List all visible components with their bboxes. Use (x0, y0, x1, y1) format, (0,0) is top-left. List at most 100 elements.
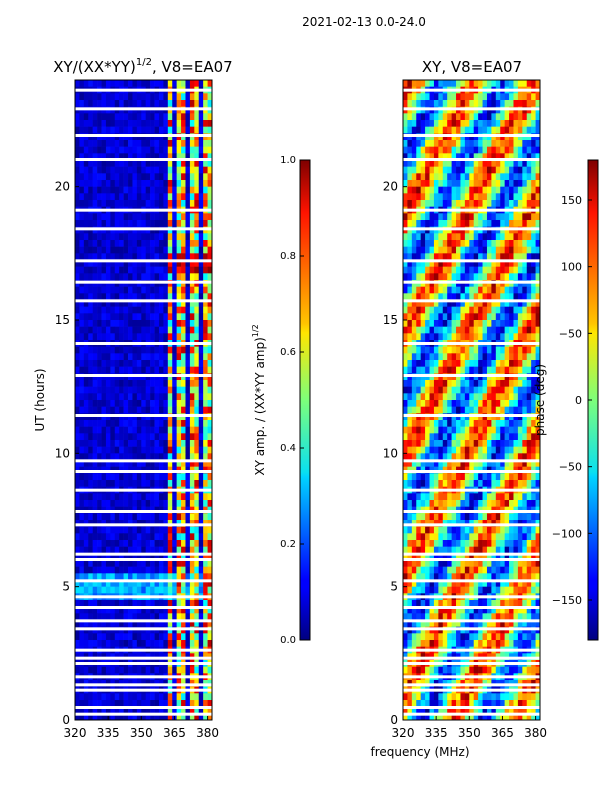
heatmap-cell (403, 153, 408, 161)
heatmap-cell (495, 446, 501, 454)
heatmap-cell (114, 513, 120, 521)
heatmap-cell (203, 706, 208, 714)
heatmap-cell (181, 446, 186, 454)
heatmap-cell (79, 460, 85, 467)
heatmap-cell (114, 246, 120, 254)
heatmap-cell (101, 100, 107, 107)
heatmap-cell (509, 200, 514, 207)
heatmap-cell (75, 400, 80, 407)
heatmap-cell (75, 393, 80, 401)
heatmap-cell (101, 346, 107, 354)
heatmap-cell (194, 620, 200, 627)
heatmap-cell (88, 480, 93, 487)
heatmap-cell (509, 360, 514, 367)
heatmap-cell (150, 393, 155, 401)
heatmap-cell (464, 126, 470, 134)
heatmap-cell (198, 326, 204, 334)
heatmap-cell (136, 346, 142, 354)
heatmap-cell (500, 246, 505, 254)
heatmap-cell (132, 580, 138, 587)
heatmap-cell (407, 420, 413, 427)
heatmap-cell (456, 93, 461, 101)
heatmap-cell (101, 693, 107, 701)
heatmap-cell (473, 420, 479, 427)
heatmap-cell (513, 273, 519, 281)
heatmap-cell (185, 406, 191, 414)
heatmap-cell (500, 113, 505, 121)
heatmap-cell (207, 353, 213, 361)
heatmap-cell (176, 313, 182, 321)
heatmap-cell (469, 433, 475, 441)
heatmap-cell (176, 620, 182, 627)
heatmap-cell (535, 400, 541, 407)
heatmap-cell (495, 80, 501, 87)
heatmap-cell (189, 420, 195, 427)
heatmap-cell (158, 80, 164, 87)
heatmap-cell (403, 460, 408, 467)
heatmap-cell (79, 513, 85, 521)
heatmap-cell (83, 306, 89, 314)
heatmap-cell (97, 80, 102, 87)
heatmap-cell (500, 253, 505, 261)
heatmap-cell (203, 493, 208, 501)
heatmap-cell (158, 460, 164, 467)
heatmap-cell (407, 160, 413, 167)
heatmap-cell (150, 200, 155, 207)
heatmap-cell (181, 420, 186, 427)
heatmap-cell (154, 393, 160, 401)
heatmap-cell (83, 153, 89, 161)
heatmap-cell (189, 560, 195, 567)
heatmap-cell (509, 213, 514, 221)
heatmap-cell (172, 333, 177, 341)
heatmap-cell (83, 180, 89, 187)
heatmap-cell (203, 433, 208, 441)
heatmap-cell (504, 400, 510, 407)
heatmap-cell (207, 200, 213, 207)
heatmap-cell (79, 113, 85, 121)
heatmap-cell (181, 560, 186, 567)
data-gap (75, 523, 212, 527)
heatmap-cell (158, 346, 164, 354)
heatmap-cell (167, 700, 173, 707)
heatmap-cell (531, 153, 536, 161)
heatmap-cell (491, 440, 497, 447)
heatmap-cell (198, 560, 204, 567)
heatmap-cell (176, 400, 182, 407)
heatmap-cell (194, 386, 200, 394)
heatmap-cell (433, 353, 439, 361)
heatmap-cell (185, 526, 191, 534)
heatmap-cell (141, 640, 147, 647)
heatmap-cell (181, 193, 186, 201)
heatmap-cell (456, 240, 461, 247)
heatmap-cell (158, 560, 164, 567)
heatmap-cell (486, 480, 492, 487)
heatmap-cell (203, 153, 208, 161)
heatmap-cell (473, 286, 479, 294)
heatmap-cell (136, 306, 142, 314)
heatmap-cell (407, 433, 413, 441)
heatmap-cell (531, 246, 536, 254)
heatmap-cell (495, 266, 501, 274)
heatmap-cell (163, 480, 169, 487)
heatmap-cell (132, 700, 138, 707)
heatmap-cell (451, 213, 457, 221)
heatmap-cell (97, 93, 102, 101)
heatmap-cell (141, 100, 147, 107)
heatmap-cell (185, 633, 191, 641)
heatmap-cell (469, 426, 475, 434)
heatmap-cell (101, 313, 107, 321)
heatmap-cell (119, 80, 124, 87)
heatmap-cell (158, 540, 164, 547)
heatmap-cell (141, 473, 147, 481)
heatmap-cell (513, 173, 519, 181)
heatmap-cell (88, 320, 93, 327)
heatmap-cell (438, 80, 444, 87)
heatmap-cell (517, 300, 523, 307)
heatmap-cell (123, 240, 129, 247)
x-tick-label: 335 (97, 726, 120, 740)
heatmap-cell (491, 326, 497, 334)
heatmap-cell (141, 246, 147, 254)
heatmap-cell (442, 460, 448, 467)
heatmap-cell (167, 306, 173, 314)
heatmap-cell (141, 173, 147, 181)
